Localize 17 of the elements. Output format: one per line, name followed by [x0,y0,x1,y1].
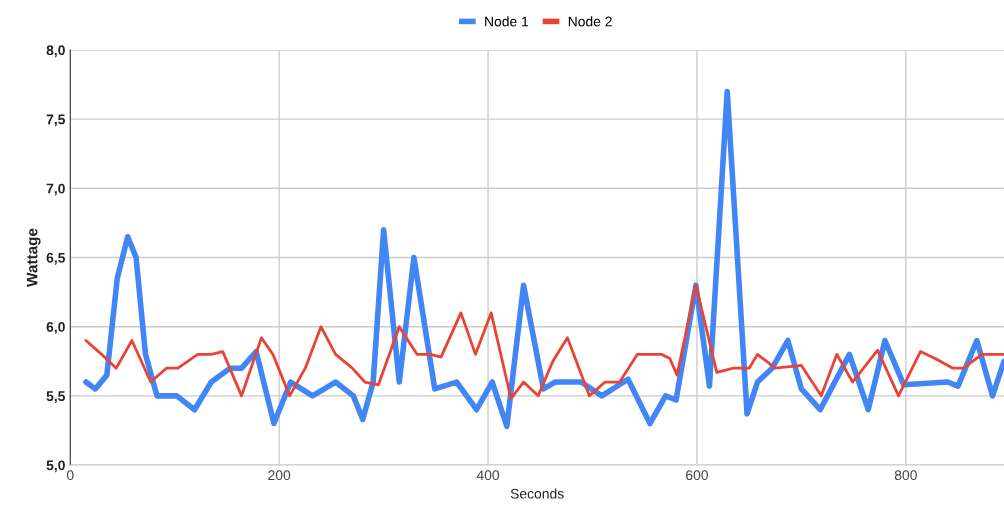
legend-label: Node 1 [485,16,529,27]
line-series [84,283,1004,401]
y-tick-label: 5,5 [46,391,66,404]
y-tick-label: 5,0 [46,460,65,473]
x-tick-label: 600 [686,470,708,481]
y-tick-label: 6,5 [46,252,66,265]
legend-label: Node 2 [568,16,612,27]
y-axis-title: Wattage [26,228,41,287]
x-axis-title: Seconds [510,488,564,499]
y-tick-label: 8,0 [46,45,65,58]
x-tick-label: 0 [66,470,74,481]
x-tick-label: 400 [476,470,500,481]
x-tick-label: 200 [268,470,291,481]
y-tick-label: 6,0 [46,322,65,334]
y-tick-label: 7,0 [46,183,65,196]
y-tick-label: 7,5 [46,114,66,127]
x-tick-label: 800 [894,470,917,481]
